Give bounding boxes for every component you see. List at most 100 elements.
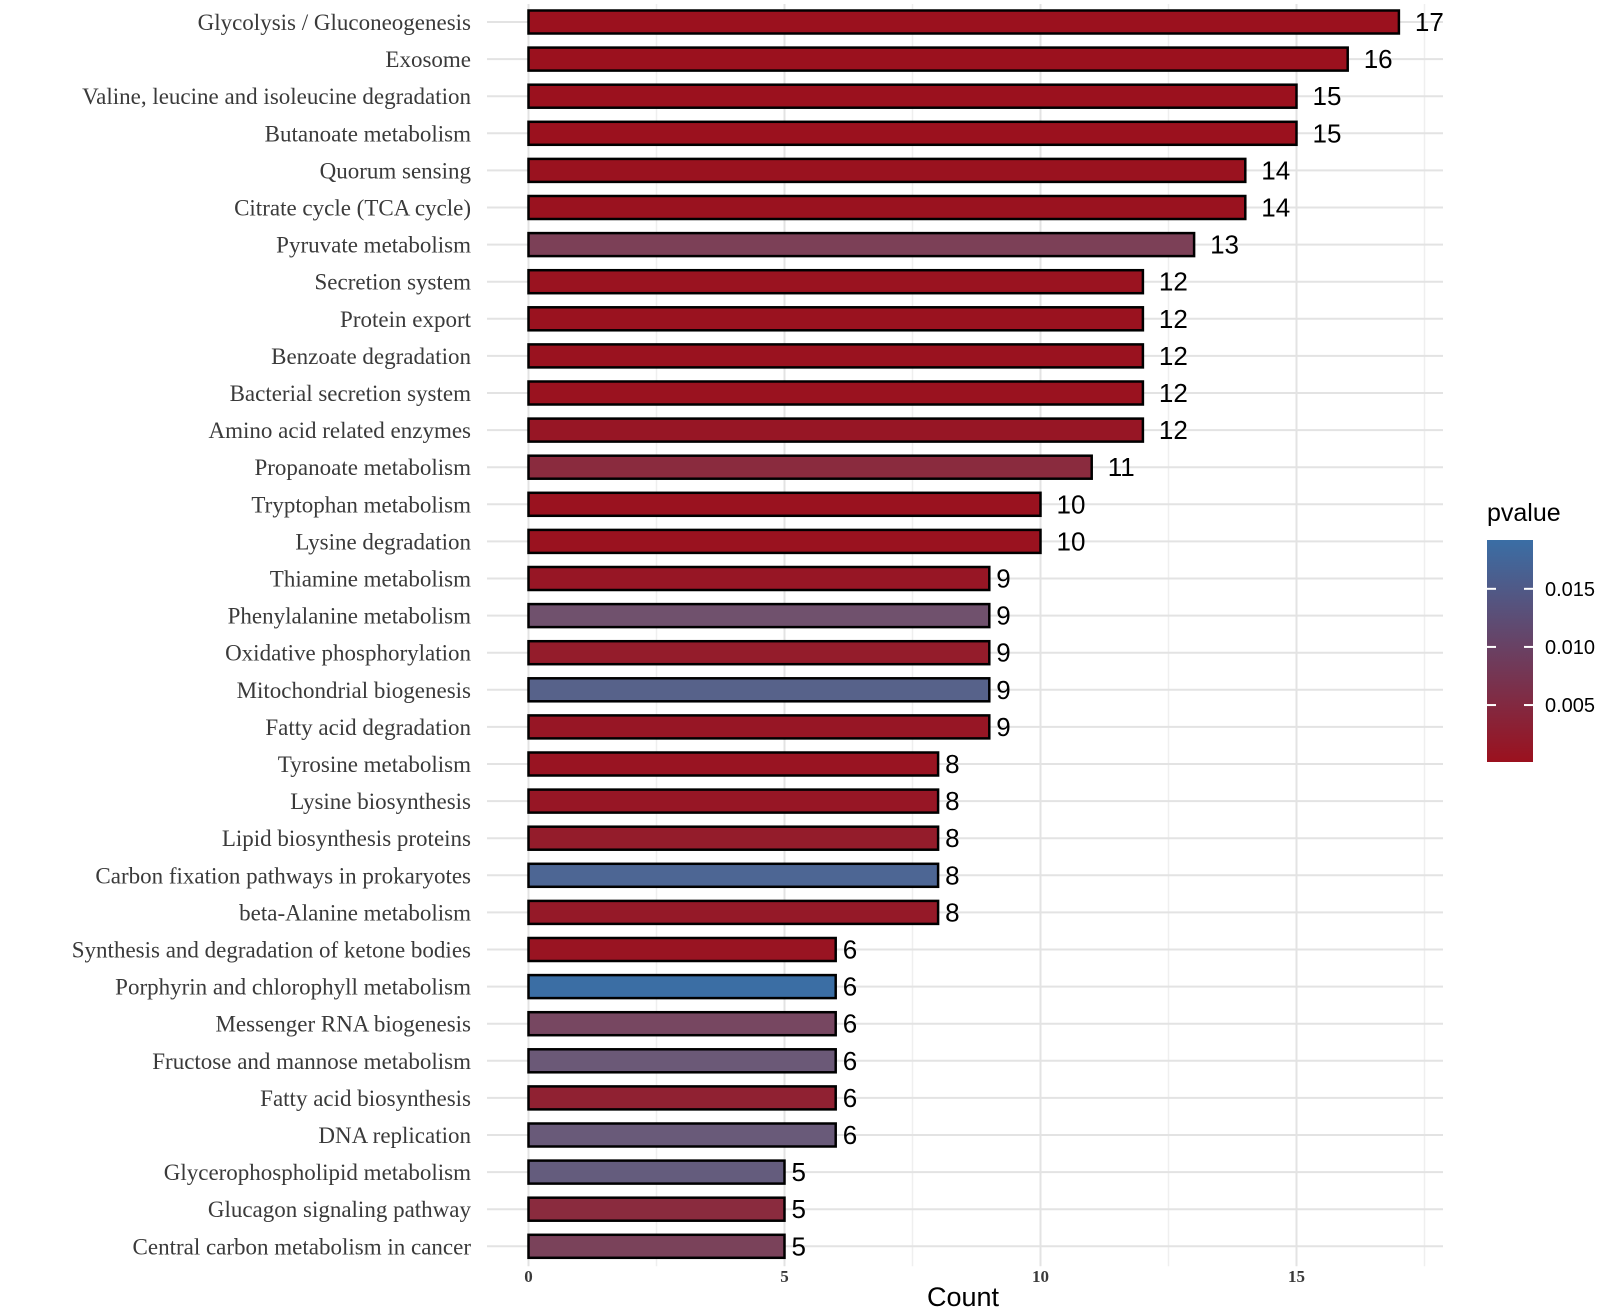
legend-tick-label: 0.010 [1545,637,1595,659]
category-label: Citrate cycle (TCA cycle) [234,196,471,221]
bar [527,1010,837,1037]
data-label: 9 [996,601,1010,631]
x-tick-label: 10 [1032,1267,1049,1286]
bar [527,380,1145,406]
data-label: 13 [1210,230,1239,260]
category-label: Valine, leucine and isoleucine degradati… [82,84,471,109]
category-label: Secretion system [315,270,472,295]
category-label: Exosome [385,47,471,72]
bar [527,677,991,703]
bar [527,306,1145,332]
category-label: Synthesis and degradation of ketone bodi… [72,938,471,963]
legend-colorbar [1487,540,1533,762]
data-label: 6 [843,1083,857,1113]
bar [527,565,991,592]
category-label: Glycolysis / Gluconeogenesis [198,10,471,35]
data-label: 5 [792,1157,806,1187]
category-label: Glycerophospholipid metabolism [164,1160,471,1185]
category-label: Fatty acid degradation [265,715,471,740]
bar [527,714,991,740]
data-label: 6 [843,935,857,965]
bar [527,9,1401,35]
bar [527,268,1145,295]
bar [527,157,1247,184]
bar [527,231,1196,258]
category-label: Thiamine metabolism [270,567,471,592]
category-label: Bacterial secretion system [230,381,472,406]
data-label: 5 [792,1231,806,1261]
bar [527,862,940,889]
legend: pvalue 0.005 0.010 0.015 [1487,499,1595,762]
data-label: 9 [996,638,1010,668]
category-label: Tyrosine metabolism [278,752,471,777]
x-tick-label: 0 [524,1267,533,1286]
legend-tick-label: 0.005 [1545,695,1595,717]
bar [527,454,1093,480]
data-label: 12 [1159,304,1188,334]
data-label: 12 [1159,378,1188,408]
category-label: Protein export [340,307,472,332]
data-label: 6 [843,972,857,1002]
category-label: DNA replication [318,1123,471,1148]
bar [527,1196,786,1222]
data-label: 8 [945,786,959,816]
data-label: 9 [996,675,1010,705]
x-axis-title: Count [927,1282,1000,1312]
bar [527,528,1042,555]
category-label: Messenger RNA biogenesis [215,1012,471,1037]
category-label: Amino acid related enzymes [209,418,472,443]
bar [527,120,1298,147]
bar [527,46,1349,72]
data-label: 5 [792,1194,806,1224]
category-label: Lysine degradation [295,529,471,554]
x-axis: 0 5 10 15 [524,1267,1305,1286]
category-label: Central carbon metabolism in cancer [133,1234,472,1259]
data-label: 12 [1159,341,1188,371]
legend-tick-label: 0.015 [1545,579,1595,601]
data-label: 8 [945,860,959,890]
category-label: beta-Alanine metabolism [239,900,471,925]
bars-layer [527,9,1401,1260]
category-label: Fructose and mannose metabolism [152,1049,471,1074]
bar [527,1159,786,1185]
category-label: Phenylalanine metabolism [228,604,471,629]
category-label: Quorum sensing [320,158,472,183]
x-tick-label: 15 [1288,1267,1305,1286]
data-label: 8 [945,897,959,927]
data-label: 10 [1057,489,1086,519]
data-label: 6 [843,1120,857,1150]
labels-layer: Glycolysis / Gluconeogenesis 17 Exosome 16 V… [72,7,1444,1261]
bar [527,1048,837,1074]
category-label: Butanoate metabolism [265,121,471,146]
bar [527,343,1145,369]
legend-title: pvalue [1487,499,1561,527]
data-label: 14 [1261,155,1290,185]
data-label: 12 [1159,415,1188,445]
bar [527,194,1247,221]
category-label: Mitochondrial biogenesis [237,678,471,703]
data-label: 11 [1108,452,1135,482]
bar [527,491,1042,518]
category-label: Oxidative phosphorylation [225,641,471,666]
category-label: Lipid biosynthesis proteins [222,826,471,851]
data-label: 15 [1313,118,1342,148]
category-label: Glucagon signaling pathway [208,1197,472,1222]
bar [527,825,940,851]
x-tick-label: 5 [780,1267,789,1286]
bar [527,1085,837,1111]
category-label: Pyruvate metabolism [276,233,471,258]
bar [527,973,837,1000]
data-label: 16 [1364,44,1393,74]
data-label: 6 [843,1009,857,1039]
data-label: 17 [1415,7,1444,37]
bar [527,751,940,777]
data-label: 10 [1057,526,1086,556]
bar [527,639,991,666]
category-label: Porphyrin and chlorophyll metabolism [115,975,471,1000]
data-label: 8 [945,749,959,779]
bar [527,936,837,963]
bar [527,83,1298,109]
category-label: Lysine biosynthesis [290,789,471,814]
